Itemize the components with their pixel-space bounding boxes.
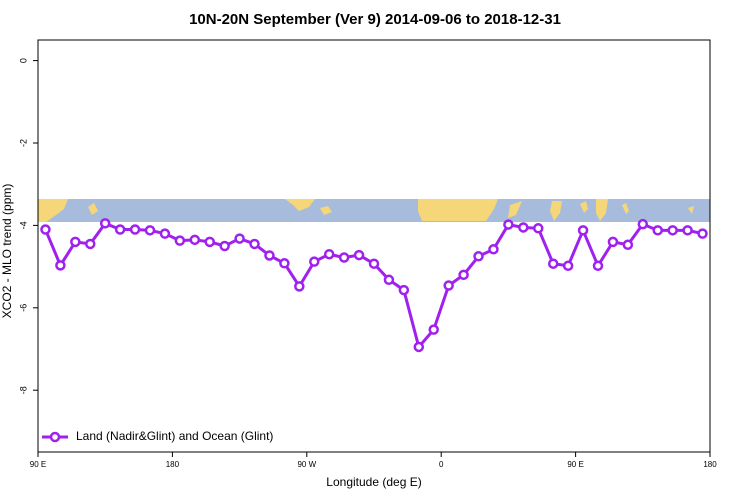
- data-point: [682, 225, 693, 236]
- data-point: [144, 225, 156, 236]
- data-point: [294, 281, 305, 292]
- series-line: [44, 221, 703, 351]
- data-point: [398, 284, 410, 296]
- data-point: [592, 260, 604, 272]
- x-axis-label: Longitude (deg E): [326, 475, 421, 489]
- x-tick-label: 90 W: [297, 460, 316, 469]
- legend-label: Land (Nadir&Glint) and Ocean (Glint): [76, 429, 273, 443]
- y-tick-label: -6: [18, 304, 28, 312]
- data-point: [309, 256, 320, 267]
- plot-frame: [37, 39, 711, 453]
- data-point: [652, 225, 663, 236]
- x-tick-label: 180: [703, 460, 717, 469]
- y-tick-label: -8: [18, 386, 28, 394]
- data-point: [55, 260, 66, 271]
- x-tick-label: 180: [166, 460, 180, 469]
- data-point: [279, 258, 290, 269]
- data-point: [413, 341, 425, 353]
- data-point: [129, 224, 141, 235]
- y-tick-label: -2: [18, 139, 28, 147]
- data-point: [473, 251, 484, 262]
- x-tick-label: 90 E: [30, 460, 46, 469]
- data-point: [264, 250, 275, 261]
- chart-title: 10N-20N September (Ver 9) 2014-09-06 to …: [189, 11, 561, 28]
- y-tick-label: 0: [18, 58, 28, 63]
- data-point: [85, 238, 96, 250]
- y-axis-label: XCO2 - MLO trend (ppm): [0, 184, 14, 319]
- x-tick-label: 0: [439, 460, 444, 469]
- data-point: [383, 274, 395, 286]
- data-point: [428, 324, 439, 335]
- data-point: [622, 239, 634, 251]
- data-point: [697, 228, 708, 239]
- data-point: [114, 224, 126, 235]
- data-point: [174, 235, 186, 246]
- data-point: [368, 258, 380, 269]
- data-point: [667, 225, 678, 236]
- data-point: [99, 218, 111, 229]
- data-point: [503, 219, 514, 230]
- data-point: [323, 248, 335, 260]
- data-point: [488, 244, 499, 255]
- legend-marker: [49, 431, 61, 443]
- data-point: [637, 218, 649, 230]
- data-point: [204, 236, 215, 248]
- data-point: [219, 240, 230, 252]
- data-point: [249, 238, 260, 250]
- data-point: [353, 249, 365, 261]
- x-tick-label: 90 E: [567, 460, 583, 469]
- data-point: [518, 222, 529, 233]
- data-point: [70, 236, 81, 248]
- data-point: [40, 224, 51, 235]
- data-point: [533, 223, 544, 234]
- data-point: [159, 228, 171, 239]
- legend: Land (Nadir&Glint) and Ocean (Glint): [42, 429, 273, 443]
- data-point: [189, 234, 201, 246]
- data-point: [443, 280, 454, 291]
- data-point: [562, 260, 574, 272]
- data-point: [607, 236, 619, 248]
- data-point: [234, 233, 245, 244]
- map-strip: [38, 199, 710, 222]
- data-point: [547, 258, 559, 269]
- y-tick-label: -4: [18, 221, 28, 229]
- data-point: [458, 269, 469, 281]
- data-point: [338, 252, 350, 263]
- data-point: [577, 225, 589, 236]
